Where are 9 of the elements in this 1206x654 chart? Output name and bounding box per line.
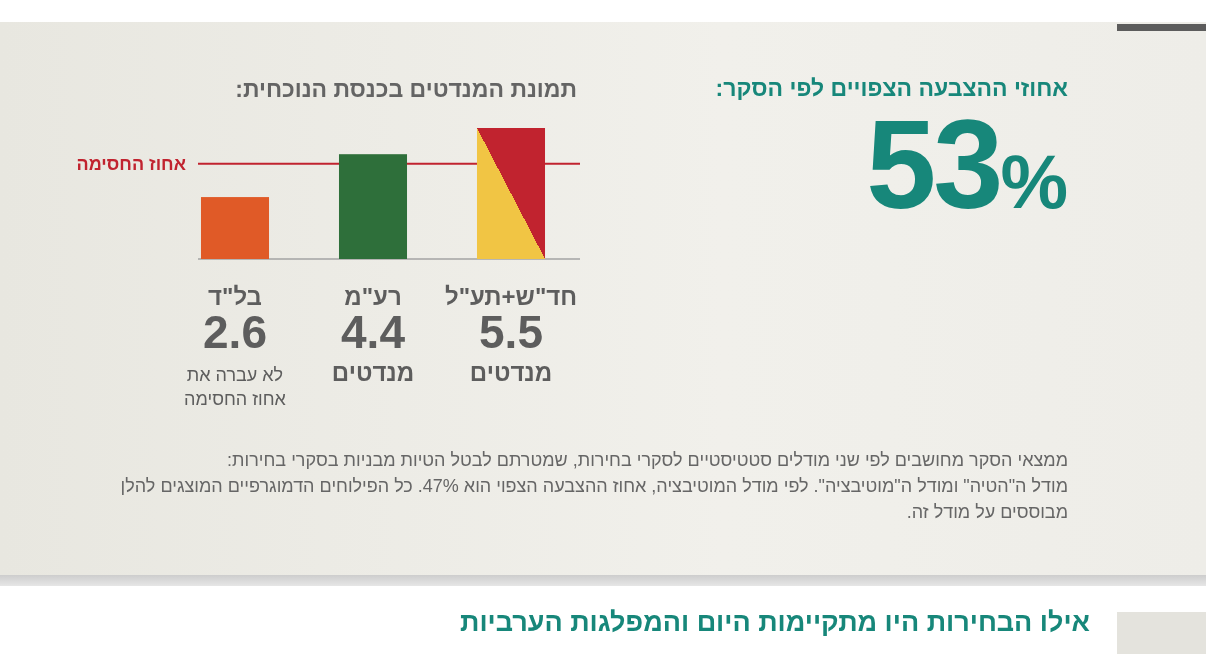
text: אילו הבחירות היו מתקיימות היום והמפלגות הערביות (460, 607, 1090, 638)
text: מנדטים (469, 359, 553, 386)
text: ממצאי הסקר מחושבים לפי שני מודלים סטטיסטיים לסקרי בחירות, שמטרתם לבטל הטיות מבניות בסקרי בחירות: (226, 449, 1068, 472)
text: אחוזי ההצבעה הצפויים לפי הסקר: (715, 75, 1068, 102)
text: מנדטים (331, 359, 415, 386)
ref-line-label: אחוז החסימה (76, 153, 186, 174)
chart-title: תמונת המנדטים בכנסת הנוכחית: (235, 76, 577, 102)
text: מודל ה"הטיה" ומודל ה"מוטיבציה". לפי מודל המוטיבציה, אחוז ההצבעה הצפוי הוא 47%. כל הפילוחים הדמוגרפיים המוצגים להלן מבוססים על מודל זה. (119, 475, 1068, 524)
text: לא עברה את אחוז החסימה (184, 365, 287, 409)
